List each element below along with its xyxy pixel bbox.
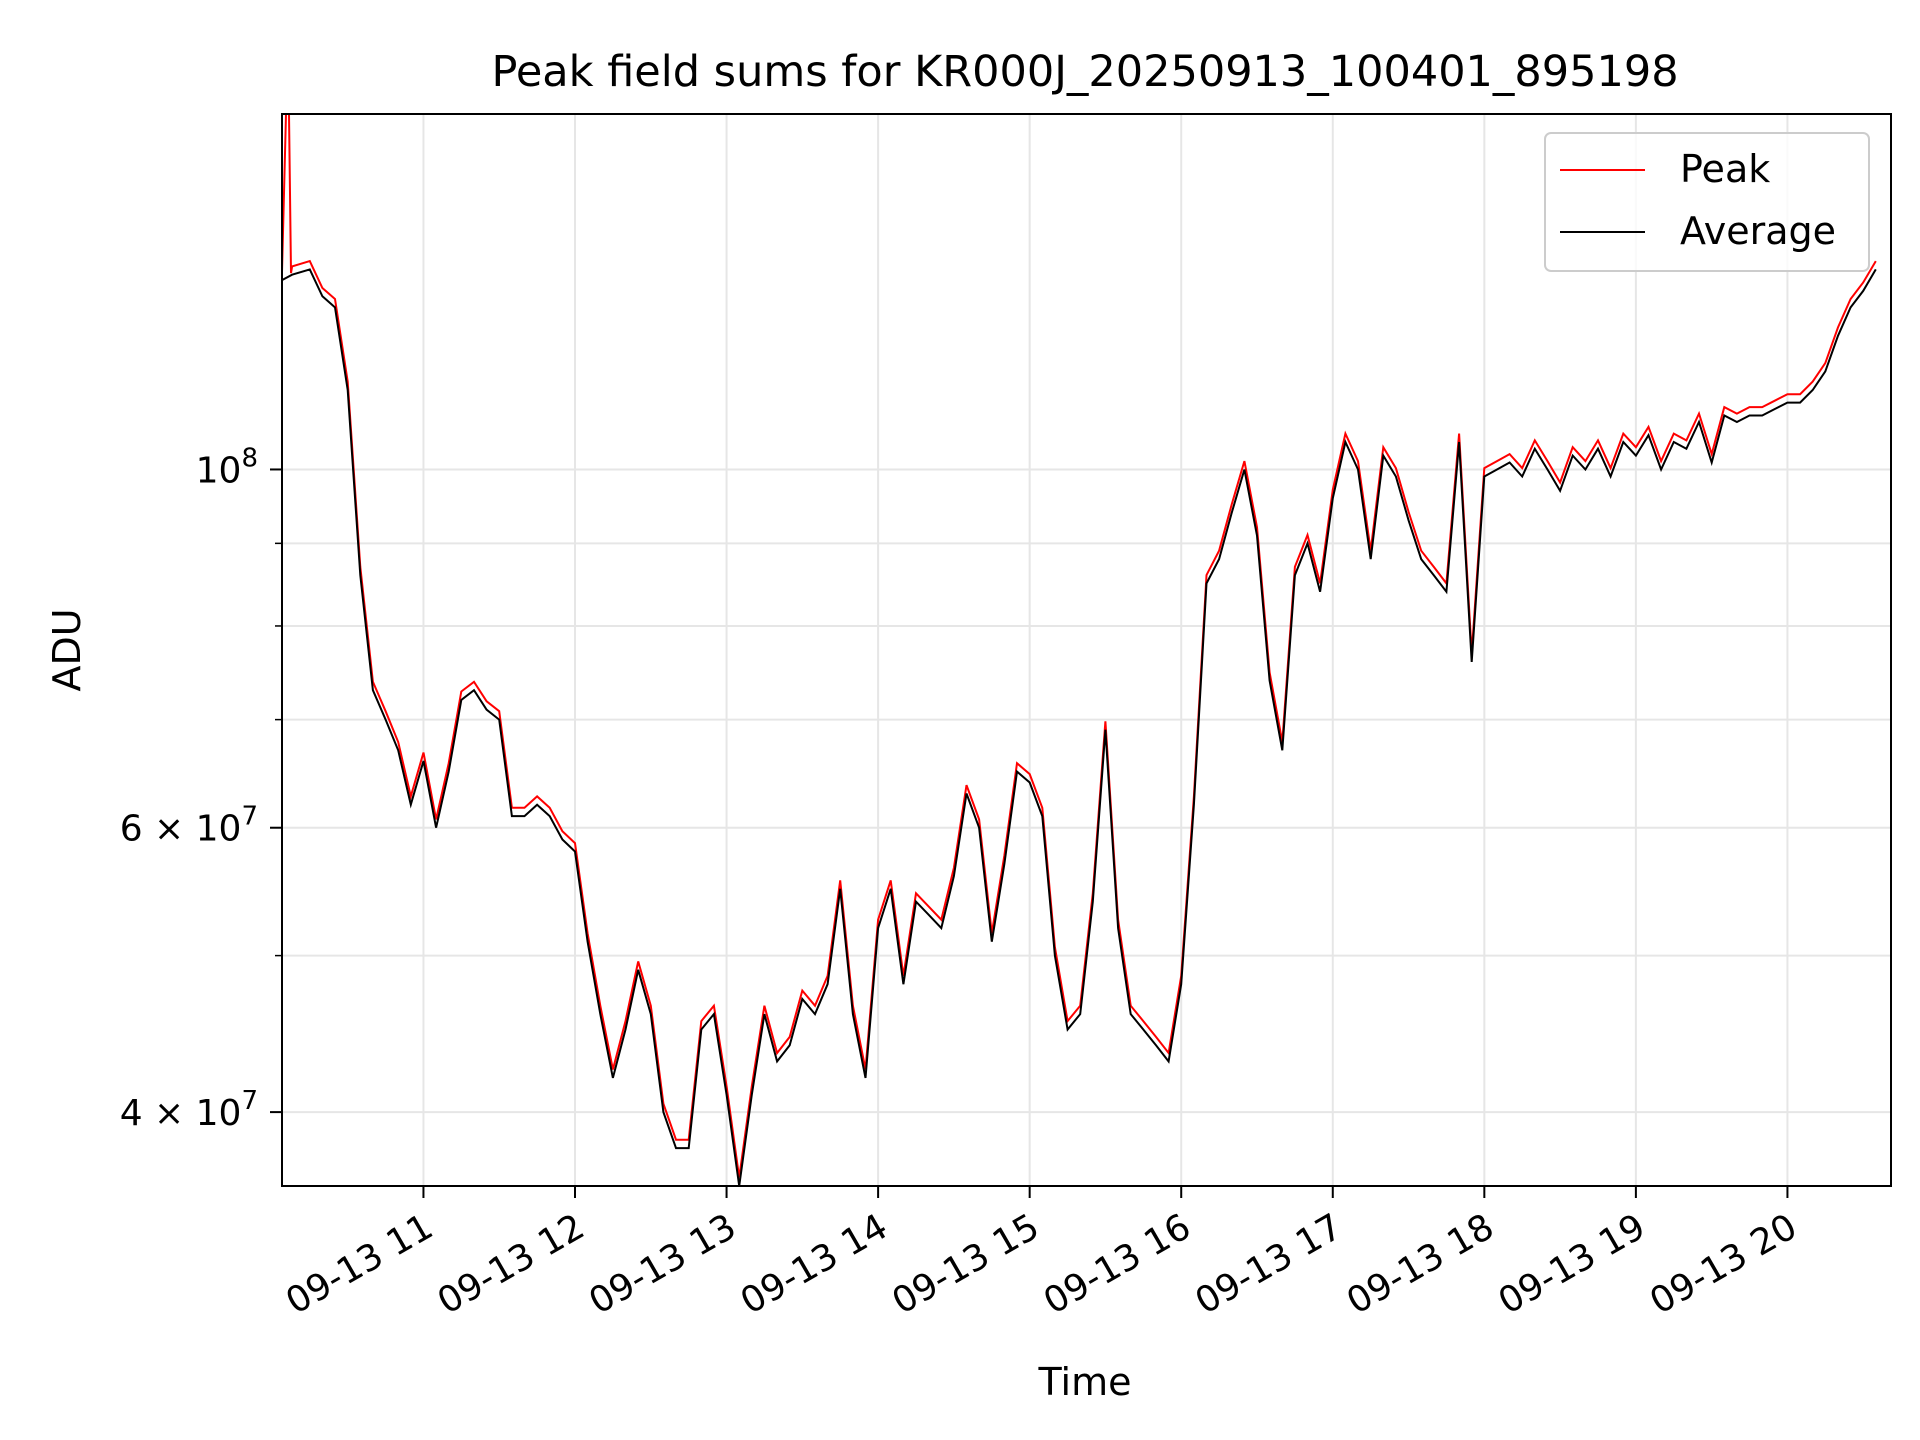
plot-area-frame (281, 113, 1892, 1187)
y-axis-label: ADU (45, 608, 89, 691)
x-axis-label: Time (1038, 1360, 1132, 1404)
y-axis-ticks: 108 6 × 107 4 × 107 (120, 443, 282, 1134)
legend-box (1544, 132, 1870, 272)
legend: Peak Average (1544, 132, 1870, 272)
y-tick-label: 6 × 107 (120, 802, 258, 850)
series-line-peak (281, 113, 1877, 1178)
y-tick-label: 4 × 107 (120, 1086, 258, 1134)
chart-title: Peak field sums for KR000J_20250913_1004… (491, 47, 1678, 97)
series-line-average (281, 268, 1877, 1187)
legend-label-average: Average (1680, 209, 1836, 253)
legend-label-peak: Peak (1680, 147, 1770, 191)
plot-lines (281, 113, 1877, 1187)
y-tick-label: 108 (196, 443, 258, 491)
